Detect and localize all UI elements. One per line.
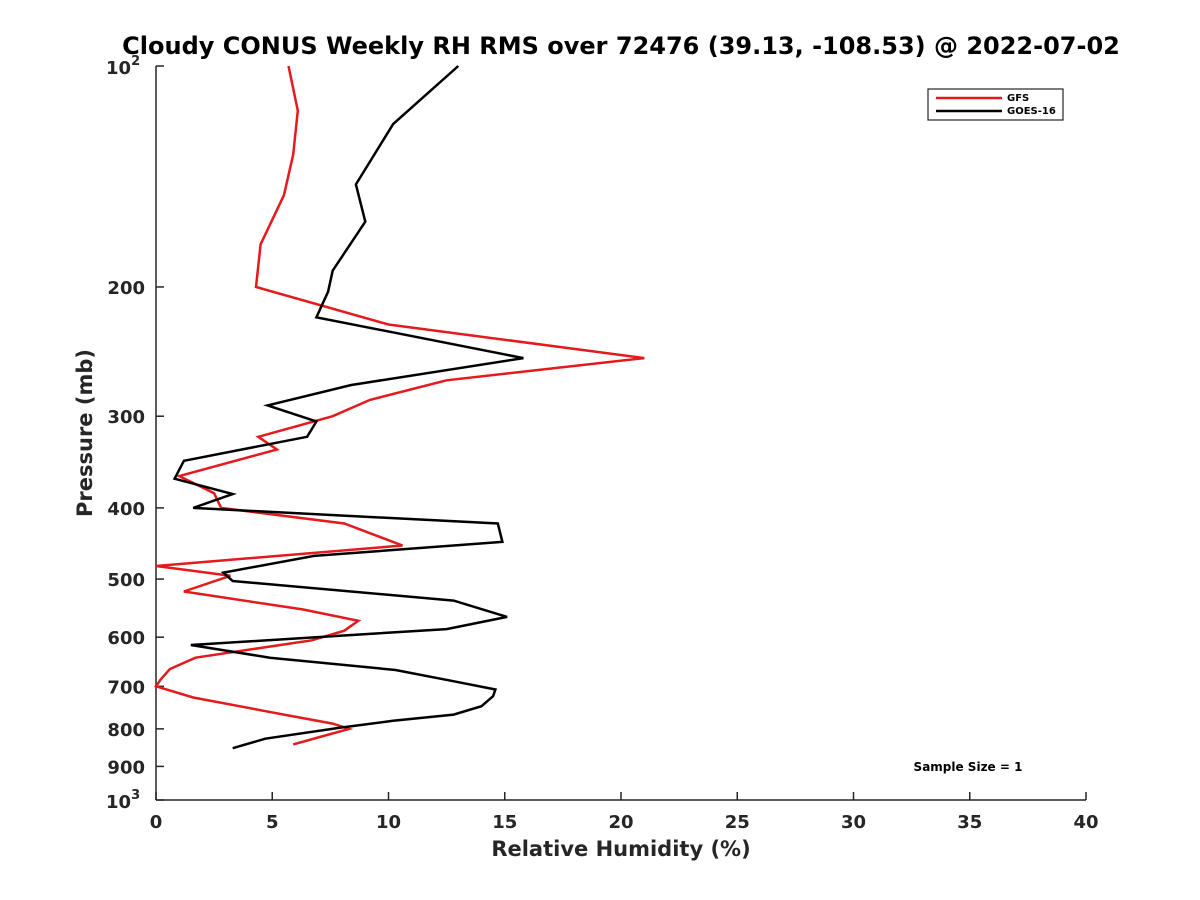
y-tick-label: 800 (107, 720, 145, 741)
x-tick-label: 0 (150, 812, 163, 833)
x-axis-label: Relative Humidity (%) (491, 837, 750, 861)
x-tick-label: 25 (725, 812, 750, 833)
series-lines (154, 65, 645, 750)
y-tick-base: 10 (106, 792, 131, 813)
x-ticks: 0 5 10 15 20 25 30 35 40 (150, 792, 1099, 833)
y-tick-label: 600 (107, 628, 145, 649)
y-tick-exponent: 3 (131, 788, 140, 803)
x-tick-label: 40 (1073, 812, 1098, 833)
sample-size-annotation: Sample Size = 1 (914, 760, 1023, 774)
x-tick-label: 15 (492, 812, 517, 833)
y-tick-label: 103 (106, 788, 140, 813)
legend: GFS GOES-16 (927, 88, 1064, 121)
y-tick-label: 102 (106, 54, 140, 79)
legend-label-goes-16: GOES-16 (1007, 106, 1056, 117)
y-tick-base: 10 (106, 58, 131, 79)
y-tick-label: 300 (107, 407, 145, 428)
y-tick-label: 400 (107, 499, 145, 520)
y-tick-label: 700 (107, 677, 145, 698)
chart-title: Cloudy CONUS Weekly RH RMS over 72476 (3… (122, 32, 1120, 60)
y-tick-label: 500 (107, 570, 145, 591)
series-line-gfs (154, 65, 645, 746)
x-tick-label: 30 (841, 812, 866, 833)
plot-frame (155, 66, 1086, 801)
x-tick-label: 20 (608, 812, 633, 833)
x-tick-label: 35 (957, 812, 982, 833)
legend-label-gfs: GFS (1007, 93, 1029, 104)
legend-box (927, 88, 1064, 121)
y-axis-label: Pressure (mb) (73, 349, 97, 517)
y-tick-label: 200 (107, 278, 145, 299)
x-tick-label: 5 (266, 812, 279, 833)
y-tick-label: 900 (107, 757, 145, 778)
series-line-goes-16 (172, 65, 524, 750)
x-tick-label: 10 (376, 812, 401, 833)
y-tick-exponent: 2 (131, 54, 140, 69)
